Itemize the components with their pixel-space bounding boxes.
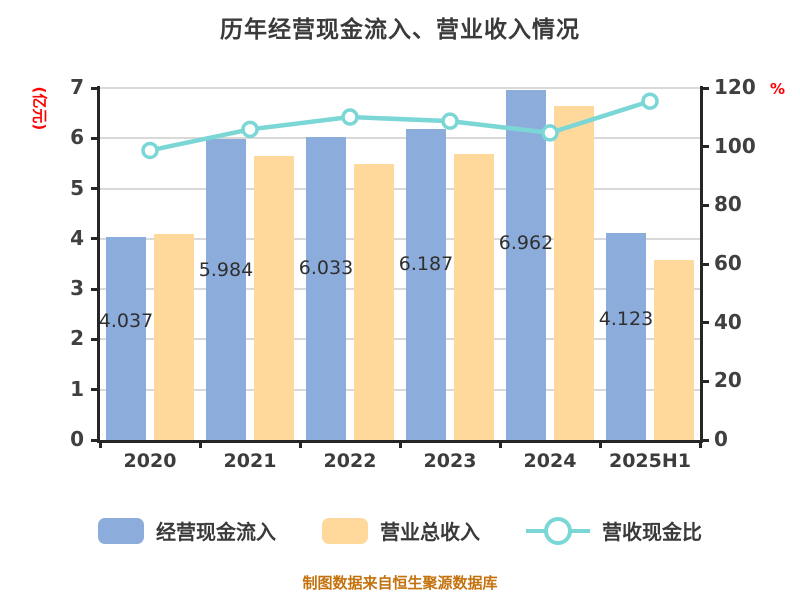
x-tick-1	[198, 440, 202, 448]
right-tick-40	[700, 321, 709, 325]
right-tick-60	[700, 262, 709, 266]
legend-label-cash-inflow: 经营现金流入	[156, 520, 276, 544]
gridline-5	[100, 187, 700, 190]
legend-line-marker-icon	[526, 516, 590, 545]
bar-revenue-2021	[254, 155, 294, 440]
legend-item-cash-inflow: 经营现金流入	[98, 516, 276, 545]
ratio-line	[149, 99, 651, 153]
ratio-marker-2025H1	[641, 92, 659, 110]
left-tick-2	[91, 337, 100, 341]
x-tick-4	[498, 440, 502, 448]
x-axis-label-2023: 2023	[423, 450, 477, 472]
right-axis-spine	[700, 86, 703, 443]
bar-revenue-2024	[554, 105, 594, 440]
data-source-caption: 制图数据来自恒生聚源数据库	[302, 574, 498, 592]
right-tick-0	[700, 438, 709, 442]
legend-label-ratio: 营收现金比	[602, 520, 702, 544]
left-tick-label-5: 5	[70, 175, 84, 200]
left-tick-label-4: 4	[70, 225, 84, 250]
x-axis-label-2021: 2021	[223, 450, 277, 472]
left-tick-label-1: 1	[70, 376, 84, 401]
right-tick-80	[700, 203, 709, 207]
right-tick-label-0: 0	[714, 427, 728, 451]
x-axis-label-2024: 2024	[523, 450, 577, 472]
x-tick-5	[598, 440, 602, 448]
bar-cash-inflow-2021	[206, 139, 246, 440]
right-axis-unit-label: %	[770, 80, 786, 98]
ratio-marker-2022	[341, 108, 359, 126]
right-tick-label-80: 80	[714, 192, 742, 217]
right-tick-label-20: 20	[714, 368, 742, 393]
gridline-6	[100, 137, 700, 140]
x-tick-0	[98, 440, 102, 448]
right-tick-label-60: 60	[714, 251, 742, 275]
bar-revenue-2022	[354, 164, 394, 440]
right-tick-20	[700, 379, 709, 383]
left-tick-7	[91, 86, 100, 90]
left-tick-3	[91, 287, 100, 291]
left-tick-0	[91, 438, 100, 442]
gridline-2	[100, 338, 700, 341]
bar-revenue-2020	[154, 234, 194, 440]
left-tick-5	[91, 187, 100, 191]
x-axis-label-2020: 2020	[123, 450, 177, 472]
left-tick-label-6: 6	[70, 125, 84, 150]
x-axis-label-2025H1: 2025H1	[608, 450, 691, 472]
bar-revenue-2023	[454, 153, 494, 440]
gridline-1	[100, 388, 700, 391]
bottom-axis-spine	[97, 440, 703, 443]
plot-area: 4.037 2020 5.984 2021 6.033 2022 6.187 2023 6.96…	[70, 75, 756, 472]
legend: 经营现金流入 营业总收入 营收现金比	[0, 516, 800, 545]
left-axis-spine	[97, 86, 100, 443]
right-tick-120	[700, 86, 709, 90]
bar-cash-inflow-2023	[406, 128, 446, 440]
ratio-marker-2023	[441, 112, 459, 130]
x-tick-3	[398, 440, 402, 448]
legend-item-revenue: 营业总收入	[322, 516, 480, 545]
legend-item-ratio: 营收现金比	[526, 516, 702, 545]
left-tick-label-0: 0	[70, 427, 84, 451]
left-tick-1	[91, 388, 100, 392]
legend-swatch-revenue	[322, 517, 368, 544]
right-tick-label-40: 40	[714, 309, 742, 334]
x-axis-label-2022: 2022	[323, 450, 377, 472]
bar-value-label-2020: 4.037	[98, 310, 154, 333]
right-tick-100	[700, 145, 709, 149]
bar-cash-inflow-2025H1	[606, 232, 646, 440]
right-tick-label-100: 100	[714, 133, 756, 158]
gridline-3	[100, 288, 700, 291]
left-tick-label-3: 3	[70, 276, 84, 301]
right-tick-label-120: 120	[714, 75, 756, 99]
ratio-marker-2021	[241, 120, 259, 139]
gridline-4	[100, 237, 700, 240]
ratio-marker-2024	[541, 124, 559, 142]
left-tick-6	[91, 136, 100, 140]
ratio-marker-2020	[141, 141, 159, 160]
left-tick-4	[91, 237, 100, 241]
x-tick-2	[298, 440, 302, 448]
legend-swatch-cash-inflow	[98, 517, 144, 544]
bar-cash-inflow-2024	[506, 89, 546, 440]
bar-value-label-2025H1: 4.123	[598, 308, 654, 331]
legend-label-revenue: 营业总收入	[380, 520, 480, 544]
gridline-7	[100, 87, 700, 89]
bar-value-label-2021: 5.984	[198, 258, 254, 281]
bar-revenue-2025H1	[654, 260, 694, 440]
chart-title: 历年经营现金流入、营业收入情况	[220, 17, 580, 43]
bar-value-label-2023: 6.187	[398, 253, 454, 276]
bar-cash-inflow-2020	[106, 237, 146, 440]
left-tick-label-2: 2	[70, 326, 84, 351]
left-tick-label-7: 7	[70, 75, 84, 99]
ratio-line-chart	[141, 92, 659, 160]
bar-value-label-2024: 6.962	[498, 232, 554, 255]
bar-value-label-2022: 6.033	[298, 257, 354, 280]
x-tick-6	[698, 440, 702, 448]
bar-cash-inflow-2022	[306, 136, 346, 440]
